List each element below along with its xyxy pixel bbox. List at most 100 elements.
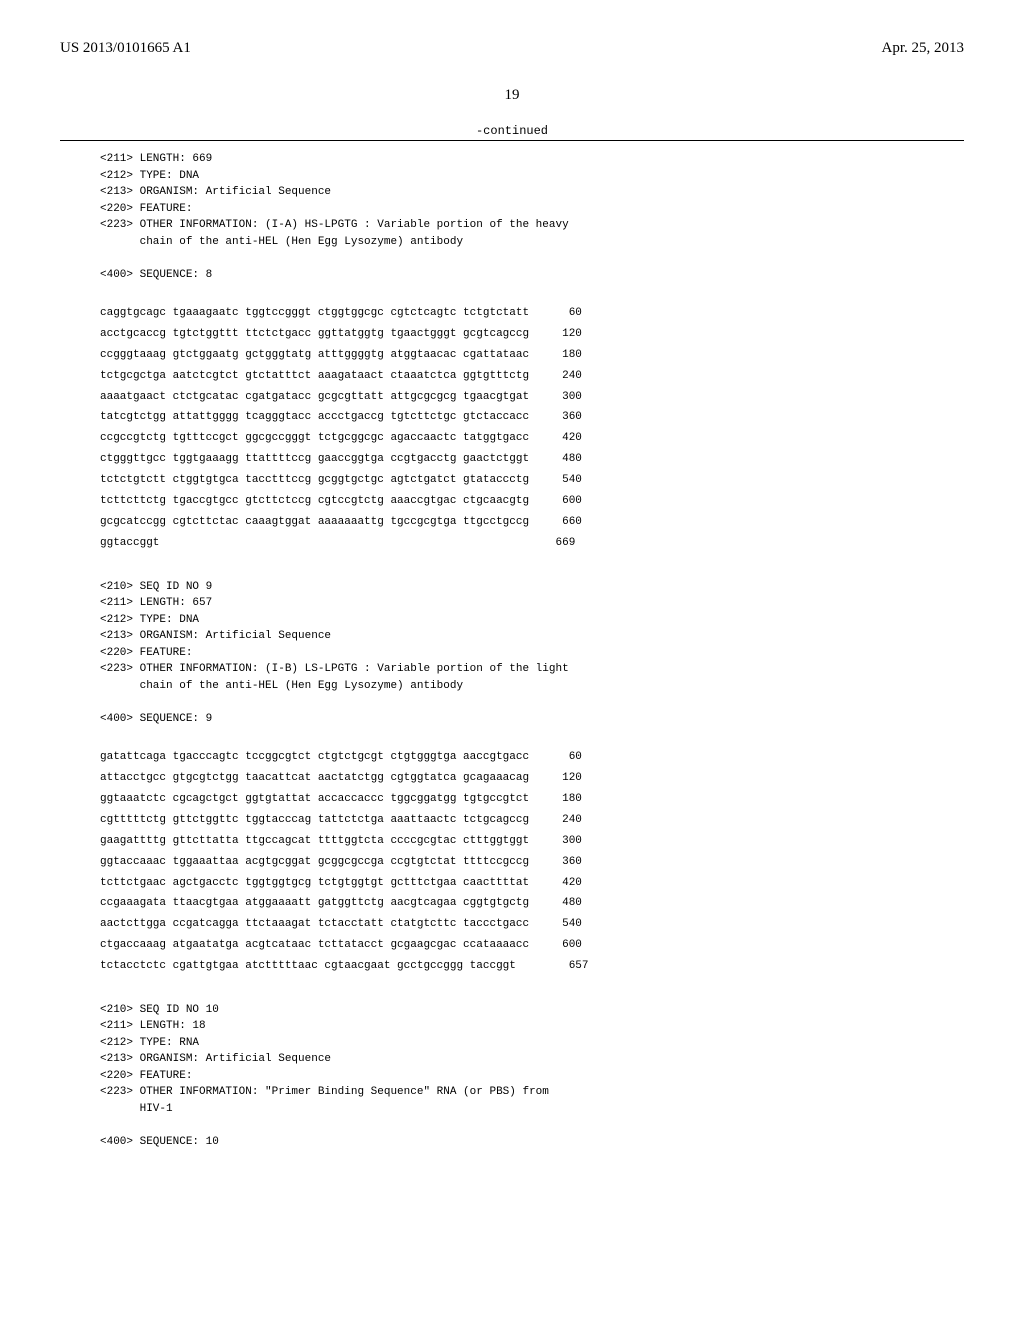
horizontal-rule	[60, 140, 964, 141]
seq8-meta: <211> LENGTH: 669 <212> TYPE: DNA <213> …	[100, 151, 964, 283]
seq-text: tcttcttctg tgaccgtgcc gtcttctccg cgtccgt…	[100, 495, 529, 507]
seq-line: tcttcttctg tgaccgtgcc gtcttctccg cgtccgt…	[100, 491, 964, 512]
meta-line: <213> ORGANISM: Artificial Sequence	[100, 630, 331, 642]
meta-line: <210> SEQ ID NO 10	[100, 1004, 219, 1016]
seq-pos: 600	[562, 495, 582, 507]
seq-text: ccgccgtctg tgtttccgct ggcgccgggt tctgcgg…	[100, 432, 529, 444]
seq-line: tcttctgaac agctgacctc tggtggtgcg tctgtgg…	[100, 873, 964, 894]
seq-line: ccgggtaaag gtctggaatg gctgggtatg atttggg…	[100, 345, 964, 366]
meta-line: <220> FEATURE:	[100, 1070, 192, 1082]
seq-text: ggtaccggt	[100, 537, 159, 549]
seq-text: ctgggttgcc tggtgaaagg ttattttccg gaaccgg…	[100, 453, 529, 465]
seq8-body: caggtgcagc tgaaagaatc tggtccgggt ctggtgg…	[60, 303, 964, 554]
sequence-label: <400> SEQUENCE: 9	[100, 713, 212, 725]
meta-line: <212> TYPE: RNA	[100, 1037, 199, 1049]
sequence-label: <400> SEQUENCE: 8	[100, 269, 212, 281]
seq-text: tatcgtctgg attattgggg tcagggtacc accctga…	[100, 411, 529, 423]
meta-line: <210> SEQ ID NO 9	[100, 581, 212, 593]
seq-pos: 180	[562, 793, 582, 805]
seq-pos: 360	[562, 856, 582, 868]
seq-text: cgtttttctg gttctggttc tggtacccag tattctc…	[100, 814, 529, 826]
meta-line: <213> ORGANISM: Artificial Sequence	[100, 186, 331, 198]
meta-line: <223> OTHER INFORMATION: (I-B) LS-LPGTG …	[100, 663, 569, 675]
meta-line: HIV-1	[100, 1103, 173, 1115]
seq-line: ggtaccaaac tggaaattaa acgtgcggat gcggcgc…	[100, 852, 964, 873]
seq-pos: 300	[562, 391, 582, 403]
seq-pos: 240	[562, 814, 582, 826]
sequence-label: <400> SEQUENCE: 10	[100, 1136, 219, 1148]
seq10-meta: <210> SEQ ID NO 10 <211> LENGTH: 18 <212…	[100, 1002, 964, 1151]
seq-text: aaaatgaact ctctgcatac cgatgatacc gcgcgtt…	[100, 391, 529, 403]
meta-line: <213> ORGANISM: Artificial Sequence	[100, 1053, 331, 1065]
seq-pos: 420	[562, 432, 582, 444]
meta-line: <211> LENGTH: 18	[100, 1020, 206, 1032]
seq-pos: 120	[562, 328, 582, 340]
seq-line: aaaatgaact ctctgcatac cgatgatacc gcgcgtt…	[100, 387, 964, 408]
seq-line: ctgaccaaag atgaatatga acgtcataac tcttata…	[100, 935, 964, 956]
seq-line: aactcttgga ccgatcagga ttctaaagat tctacct…	[100, 914, 964, 935]
meta-line: <211> LENGTH: 669	[100, 153, 212, 165]
seq-pos: 60	[569, 751, 582, 763]
continued-label: -continued	[60, 124, 964, 138]
seq-line: tatcgtctgg attattgggg tcagggtacc accctga…	[100, 407, 964, 428]
seq-text: acctgcaccg tgtctggttt ttctctgacc ggttatg…	[100, 328, 529, 340]
seq-line: cgtttttctg gttctggttc tggtacccag tattctc…	[100, 810, 964, 831]
meta-line: <223> OTHER INFORMATION: (I-A) HS-LPGTG …	[100, 219, 569, 231]
page-number: 19	[60, 87, 964, 104]
seq-line: gcgcatccgg cgtcttctac caaagtggat aaaaaaa…	[100, 512, 964, 533]
seq-line: gatattcaga tgacccagtc tccggcgtct ctgtctg…	[100, 747, 964, 768]
meta-line: <212> TYPE: DNA	[100, 614, 199, 626]
seq-pos: 540	[562, 474, 582, 486]
seq-text: tctgcgctga aatctcgtct gtctatttct aaagata…	[100, 370, 529, 382]
seq-pos: 660	[562, 516, 582, 528]
seq-pos: 600	[562, 939, 582, 951]
publication-date: Apr. 25, 2013	[882, 40, 965, 57]
publication-number: US 2013/0101665 A1	[60, 40, 191, 57]
seq-pos: 300	[562, 835, 582, 847]
seq-text: gaagattttg gttcttatta ttgccagcat ttttggt…	[100, 835, 529, 847]
seq-line: caggtgcagc tgaaagaatc tggtccgggt ctggtgg…	[100, 303, 964, 324]
meta-line: chain of the anti-HEL (Hen Egg Lysozyme)…	[100, 236, 463, 248]
seq-line: gaagattttg gttcttatta ttgccagcat ttttggt…	[100, 831, 964, 852]
seq9-meta: <210> SEQ ID NO 9 <211> LENGTH: 657 <212…	[100, 579, 964, 728]
seq-text: attacctgcc gtgcgtctgg taacattcat aactatc…	[100, 772, 529, 784]
seq-text: ggtaccaaac tggaaattaa acgtgcggat gcggcgc…	[100, 856, 529, 868]
seq-line: ccgccgtctg tgtttccgct ggcgccgggt tctgcgg…	[100, 428, 964, 449]
seq-pos: 540	[562, 918, 582, 930]
seq-pos: 360	[562, 411, 582, 423]
seq-text: tcttctgaac agctgacctc tggtggtgcg tctgtgg…	[100, 877, 529, 889]
seq-text: tctacctctc cgattgtgaa atctttttaac cgtaac…	[100, 960, 516, 972]
seq-text: tctctgtctt ctggtgtgca tacctttccg gcggtgc…	[100, 474, 529, 486]
meta-line: <212> TYPE: DNA	[100, 170, 199, 182]
page-header: US 2013/0101665 A1 Apr. 25, 2013	[60, 40, 964, 57]
seq-pos: 657	[569, 960, 589, 972]
page-container: US 2013/0101665 A1 Apr. 25, 2013 19 -con…	[0, 0, 1024, 1210]
seq-pos: 480	[562, 453, 582, 465]
meta-line: <220> FEATURE:	[100, 647, 192, 659]
seq-line: ggtaccggt 669	[100, 533, 964, 554]
seq-pos: 120	[562, 772, 582, 784]
seq-line: ggtaaatctc cgcagctgct ggtgtattat accacca…	[100, 789, 964, 810]
seq-pos: 60	[569, 307, 582, 319]
seq-line: attacctgcc gtgcgtctgg taacattcat aactatc…	[100, 768, 964, 789]
seq-text: ccgggtaaag gtctggaatg gctgggtatg atttggg…	[100, 349, 529, 361]
meta-line: <211> LENGTH: 657	[100, 597, 212, 609]
meta-line: chain of the anti-HEL (Hen Egg Lysozyme)…	[100, 680, 463, 692]
seq-pos: 420	[562, 877, 582, 889]
meta-line: <220> FEATURE:	[100, 203, 192, 215]
seq-line: ccgaaagata ttaacgtgaa atggaaaatt gatggtt…	[100, 893, 964, 914]
seq-text: aactcttgga ccgatcagga ttctaaagat tctacct…	[100, 918, 529, 930]
seq-pos: 480	[562, 897, 582, 909]
seq-line: ctgggttgcc tggtgaaagg ttattttccg gaaccgg…	[100, 449, 964, 470]
seq-text: gatattcaga tgacccagtc tccggcgtct ctgtctg…	[100, 751, 529, 763]
meta-line: <223> OTHER INFORMATION: "Primer Binding…	[100, 1086, 549, 1098]
seq-text: gcgcatccgg cgtcttctac caaagtggat aaaaaaa…	[100, 516, 529, 528]
seq-text: ggtaaatctc cgcagctgct ggtgtattat accacca…	[100, 793, 529, 805]
seq-line: tctctgtctt ctggtgtgca tacctttccg gcggtgc…	[100, 470, 964, 491]
seq-text: caggtgcagc tgaaagaatc tggtccgggt ctggtgg…	[100, 307, 529, 319]
seq-line: tctacctctc cgattgtgaa atctttttaac cgtaac…	[100, 956, 964, 977]
seq-pos: 180	[562, 349, 582, 361]
seq-pos: 240	[562, 370, 582, 382]
seq9-body: gatattcaga tgacccagtc tccggcgtct ctgtctg…	[60, 747, 964, 977]
seq-pos: 669	[556, 537, 576, 549]
